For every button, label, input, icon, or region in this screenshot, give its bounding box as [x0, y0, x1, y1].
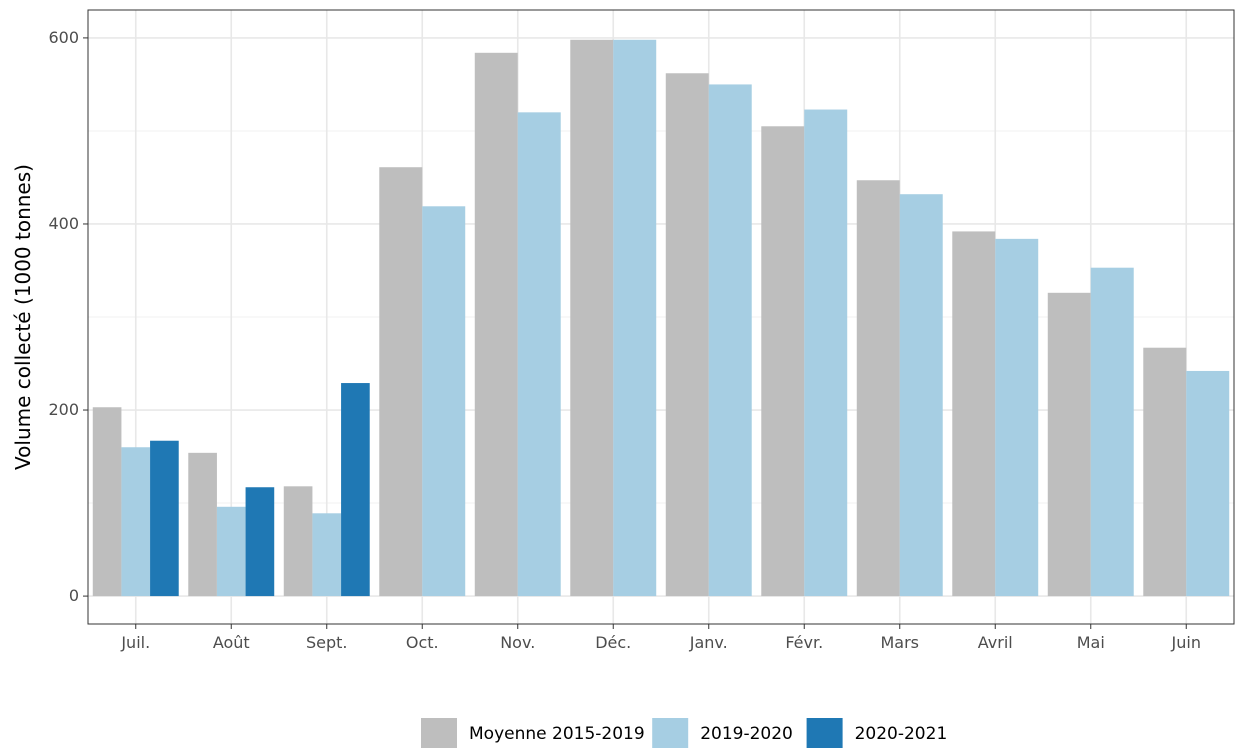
bar	[952, 231, 996, 597]
x-tick-label: Janv.	[689, 633, 728, 652]
bar	[761, 126, 805, 597]
y-tick-label: 200	[48, 400, 79, 419]
bar	[379, 167, 423, 597]
x-tick-label: Juin	[1171, 633, 1201, 652]
y-tick-label: 600	[48, 28, 79, 47]
bar	[517, 112, 561, 597]
bar	[1090, 267, 1134, 597]
bar	[804, 109, 848, 597]
legend-key	[421, 718, 457, 748]
legend-key	[806, 718, 843, 748]
x-axis: Juil. Août Sept. Oct. Nov. Déc. Janv. Févr. Mars…	[120, 624, 1201, 652]
bar	[856, 180, 900, 597]
bar	[245, 487, 275, 597]
bar	[899, 194, 943, 597]
legend-key	[652, 718, 689, 748]
bar	[1186, 370, 1230, 597]
bars	[92, 39, 1230, 597]
x-tick-label: Juil.	[120, 633, 150, 652]
bar	[121, 447, 151, 597]
y-axis: 0 200 400 600	[48, 28, 88, 605]
bar	[474, 52, 518, 597]
bar	[1143, 347, 1187, 597]
x-tick-label: Févr.	[785, 633, 823, 652]
plot-border	[87, 9, 1235, 625]
legend-label: 2020-2021	[855, 724, 948, 744]
x-tick-label: Août	[213, 633, 250, 652]
bar	[1047, 292, 1091, 597]
bar	[422, 206, 466, 597]
x-tick-label: Mai	[1077, 633, 1105, 652]
bar	[283, 486, 313, 597]
bar	[312, 513, 342, 597]
x-tick-label: Mars	[880, 633, 919, 652]
bar	[995, 238, 1039, 597]
legend-label: 2019-2020	[700, 724, 793, 744]
legend: Moyenne 2015-2019 2019-2020 2020-2021	[421, 718, 947, 748]
bar	[216, 506, 246, 597]
bar	[92, 407, 122, 597]
bar	[150, 440, 179, 597]
y-axis-title: Volume collecté (1000 tonnes)	[11, 164, 35, 470]
x-tick-label: Sept.	[306, 633, 348, 652]
bar	[570, 39, 614, 597]
x-tick-label: Oct.	[406, 633, 439, 652]
legend-label: Moyenne 2015-2019	[469, 724, 645, 744]
bar	[708, 84, 752, 597]
y-tick-label: 0	[69, 586, 79, 605]
bar	[188, 452, 217, 597]
x-tick-label: Avril	[978, 633, 1013, 652]
x-tick-label: Nov.	[500, 633, 535, 652]
bar	[613, 39, 657, 597]
y-tick-label: 400	[48, 214, 79, 233]
x-tick-label: Déc.	[595, 633, 631, 652]
bar	[341, 383, 370, 597]
bar	[665, 73, 709, 597]
